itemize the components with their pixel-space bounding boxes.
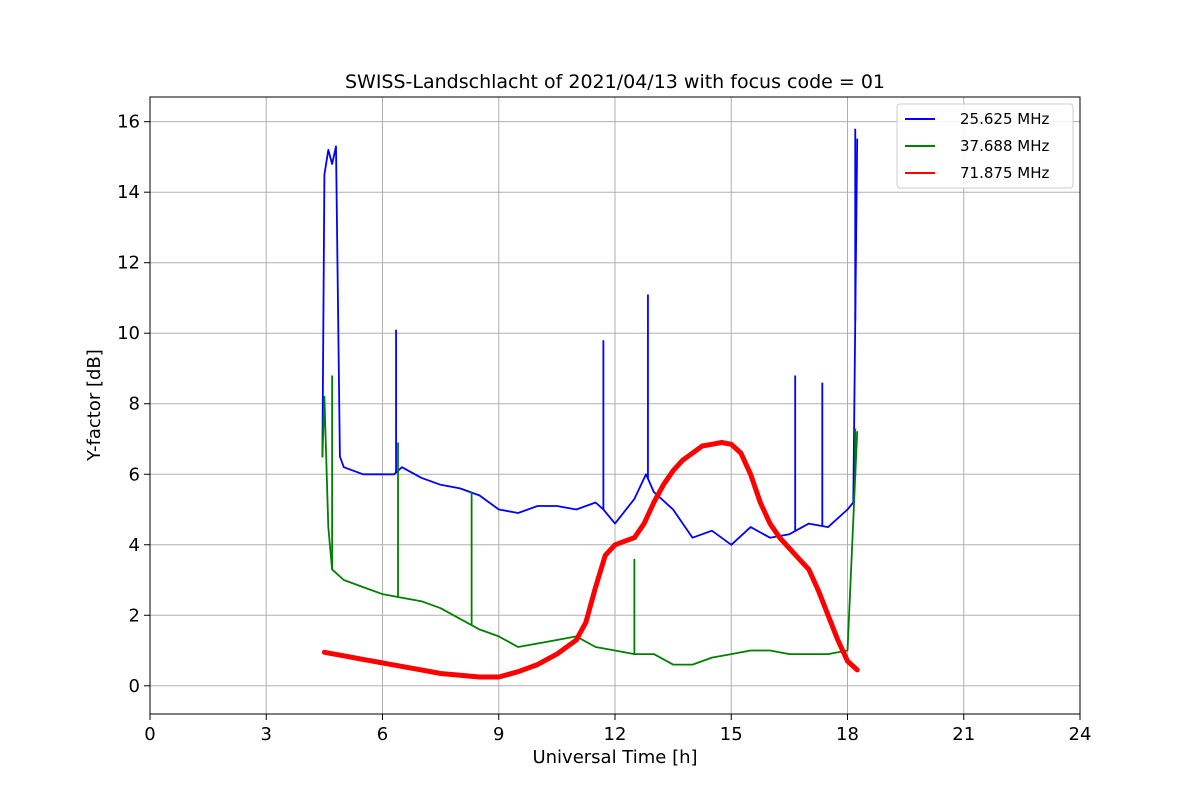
y-tick-label: 16 xyxy=(117,112,140,133)
legend: 25.625 MHz 37.688 MHz 71.875 MHz xyxy=(896,103,1074,189)
y-axis-label: Y-factor [dB] xyxy=(84,349,105,462)
x-axis-label: Universal Time [h] xyxy=(532,747,697,768)
y-tick-label: 4 xyxy=(129,535,140,556)
x-tick-label: 6 xyxy=(377,724,388,745)
series-layer xyxy=(321,128,860,680)
x-tick-label: 21 xyxy=(952,724,975,745)
y-tick-label: 8 xyxy=(129,394,140,415)
y-tick-label: 10 xyxy=(117,323,140,344)
x-tick-label: 0 xyxy=(144,724,155,745)
x-tick-label: 3 xyxy=(261,724,272,745)
legend-label: 71.875 MHz xyxy=(960,164,1049,182)
y-tick-label: 14 xyxy=(117,182,140,203)
x-tick-label: 9 xyxy=(493,724,504,745)
y-tick-label: 0 xyxy=(129,676,140,697)
legend-label: 25.625 MHz xyxy=(960,110,1049,128)
x-tick-label: 15 xyxy=(720,724,743,745)
series-line-1 xyxy=(321,138,859,546)
x-tick-label: 12 xyxy=(604,724,627,745)
series-line-3 xyxy=(321,440,860,680)
chart-title: SWISS-Landschlacht of 2021/04/13 with fo… xyxy=(345,71,885,93)
x-tick-label: 24 xyxy=(1069,724,1092,745)
y-tick-label: 2 xyxy=(129,605,140,626)
legend-label: 37.688 MHz xyxy=(960,137,1049,155)
y-tick-label: 12 xyxy=(117,253,140,274)
series-line-2 xyxy=(321,395,859,666)
plot-area xyxy=(321,128,860,680)
y-tick-label: 6 xyxy=(129,464,140,485)
x-tick-label: 18 xyxy=(836,724,859,745)
legend-box xyxy=(896,103,1074,189)
